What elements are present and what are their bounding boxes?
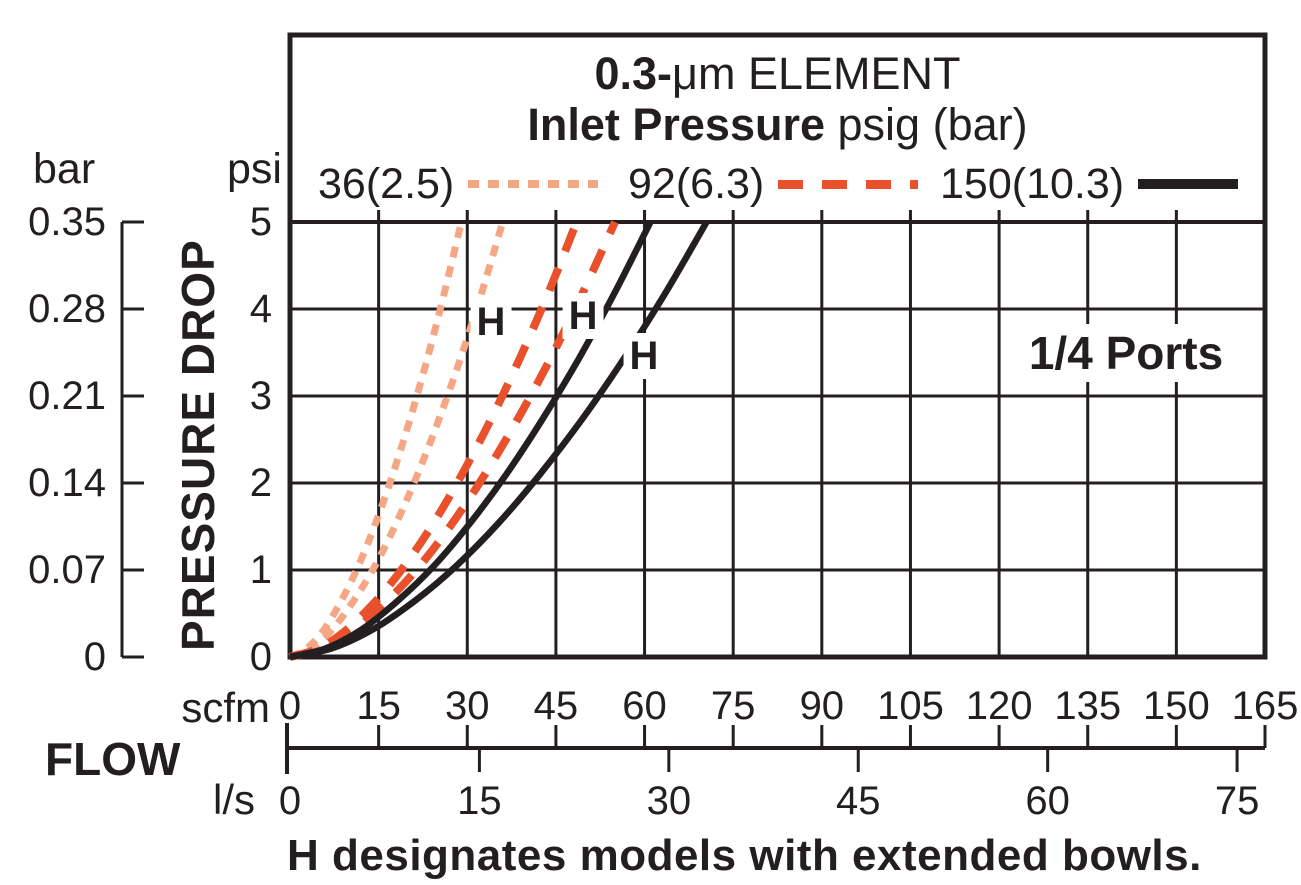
h-model-marker: H	[623, 332, 665, 379]
legend-swatch-dotted-line	[468, 180, 599, 188]
scfm-tick-label: 0	[278, 684, 302, 728]
port-size-annotation: 1/4 Ports	[1002, 324, 1250, 382]
psi-tick-label: 3	[249, 374, 272, 418]
ls-tick-label: 60	[1025, 779, 1070, 823]
curve-150-h	[289, 220, 710, 661]
bar-tick-label: 0.28	[28, 287, 106, 331]
inlet-pressure-text: Inlet Pressure	[527, 99, 826, 150]
scfm-tick-label: 165	[1231, 684, 1299, 728]
h-model-marker: H	[562, 292, 604, 339]
psi-tick-label: 0	[249, 635, 272, 679]
plot-border	[287, 32, 1268, 660]
ls-unit-label: l/s	[213, 776, 255, 823]
scfm-tick-label: 30	[445, 684, 490, 728]
bar-unit-label: bar	[33, 145, 96, 193]
ls-tick-label: 15	[457, 779, 502, 823]
bar-tick-label: 0.07	[28, 548, 106, 592]
bar-tick-label: 0	[83, 635, 106, 679]
bar-tick-label: 0.21	[28, 374, 106, 418]
bar-tick-label: 0.14	[28, 461, 106, 505]
legend-item-92psig: 92(6.3)	[628, 159, 919, 208]
h-designation-footnote: H designates models with extended bowls.	[287, 831, 1202, 880]
bar-tick-label: 0.35	[28, 200, 106, 244]
scfm-tick-label: 75	[710, 684, 756, 728]
scfm-tick-label: 60	[622, 684, 667, 728]
ls-tick-label: 0	[278, 779, 302, 823]
psi-tick-label: 1	[249, 548, 272, 592]
scfm-tick-label: 135	[1054, 684, 1122, 728]
element-size-text: 0.3-	[594, 48, 673, 99]
scfm-tick-label: 150	[1142, 684, 1210, 728]
scfm-tick-label: 45	[533, 684, 579, 728]
ls-tick-label: 75	[1214, 779, 1260, 823]
psi-tick-label: 2	[249, 461, 272, 505]
legend-swatch-dashed-line	[778, 179, 919, 189]
h-model-marker: H	[470, 299, 512, 346]
inlet-pressure-units-text: psig (bar)	[825, 99, 1028, 150]
flow-axis-label: FLOW	[45, 733, 181, 785]
legend-item-36psig: 36(2.5)	[318, 159, 599, 208]
ls-tick-label: 45	[835, 779, 881, 823]
legend-label-92psig: 92(6.3)	[628, 159, 765, 208]
scfm-tick-label: 120	[965, 684, 1033, 728]
legend-swatch-solid-line	[1138, 179, 1239, 189]
curve-36-standard	[288, 221, 465, 661]
legend-label-150psig: 150(10.3)	[940, 159, 1125, 208]
chart-title: 0.3-μm ELEMENT	[290, 48, 1265, 100]
psi-tick-label: 4	[249, 287, 272, 331]
scfm-tick-label: 90	[799, 684, 845, 728]
legend-item-150psig: 150(10.3)	[940, 159, 1239, 208]
element-label-text: μm ELEMENT	[672, 48, 961, 99]
scfm-tick-label: 105	[877, 684, 944, 728]
curve-36-h	[288, 221, 507, 661]
scfm-tick-label: 15	[356, 684, 401, 728]
psi-tick-label: 5	[249, 200, 272, 244]
ls-tick-label: 30	[646, 779, 692, 823]
chart-subtitle: Inlet Pressure psig (bar)	[290, 99, 1265, 151]
legend-label-36psig: 36(2.5)	[318, 159, 455, 208]
psi-unit-label: psi	[227, 145, 282, 193]
scfm-unit-label: scfm	[181, 684, 270, 731]
